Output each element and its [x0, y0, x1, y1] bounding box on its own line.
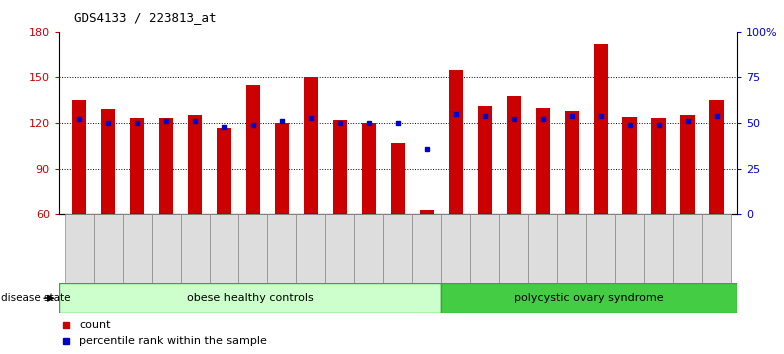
Bar — [332, 120, 347, 214]
Bar — [702, 214, 731, 283]
Bar — [673, 214, 702, 283]
Text: polycystic ovary syndrome: polycystic ovary syndrome — [514, 293, 664, 303]
Text: disease state: disease state — [1, 293, 71, 303]
Bar — [361, 123, 376, 214]
Bar — [535, 108, 550, 214]
Bar — [274, 123, 289, 214]
Bar — [130, 119, 144, 214]
Bar — [216, 127, 231, 214]
Bar — [710, 100, 724, 214]
Bar — [187, 115, 202, 214]
Bar — [448, 70, 463, 214]
Bar — [64, 214, 93, 283]
Bar — [528, 214, 557, 283]
Text: obese healthy controls: obese healthy controls — [187, 293, 314, 303]
Bar — [477, 106, 492, 214]
Text: GDS4133 / 223813_at: GDS4133 / 223813_at — [74, 11, 217, 24]
Bar — [93, 214, 122, 283]
Bar — [470, 214, 499, 283]
Bar — [296, 214, 325, 283]
Bar — [245, 85, 260, 214]
Bar — [180, 214, 209, 283]
Bar — [354, 214, 383, 283]
Bar — [652, 119, 666, 214]
Bar — [622, 117, 637, 214]
Bar — [564, 111, 579, 214]
Bar — [681, 115, 695, 214]
Bar — [72, 100, 86, 214]
Bar — [586, 214, 615, 283]
Bar — [419, 210, 434, 214]
Bar — [593, 44, 608, 214]
Bar — [390, 143, 405, 214]
Bar — [383, 214, 412, 283]
Bar — [615, 214, 644, 283]
Bar — [122, 214, 151, 283]
Bar — [209, 214, 238, 283]
Bar — [644, 214, 673, 283]
Bar — [499, 214, 528, 283]
Bar — [159, 119, 173, 214]
Text: count: count — [79, 320, 111, 330]
Bar — [267, 214, 296, 283]
Bar — [238, 214, 267, 283]
Bar — [303, 78, 318, 214]
Bar — [101, 109, 115, 214]
Bar — [325, 214, 354, 283]
Bar — [59, 283, 441, 313]
Bar — [506, 96, 521, 214]
Bar — [441, 283, 737, 313]
Bar — [151, 214, 180, 283]
Text: percentile rank within the sample: percentile rank within the sample — [79, 336, 267, 346]
Bar — [441, 214, 470, 283]
Bar — [557, 214, 586, 283]
Bar — [412, 214, 441, 283]
